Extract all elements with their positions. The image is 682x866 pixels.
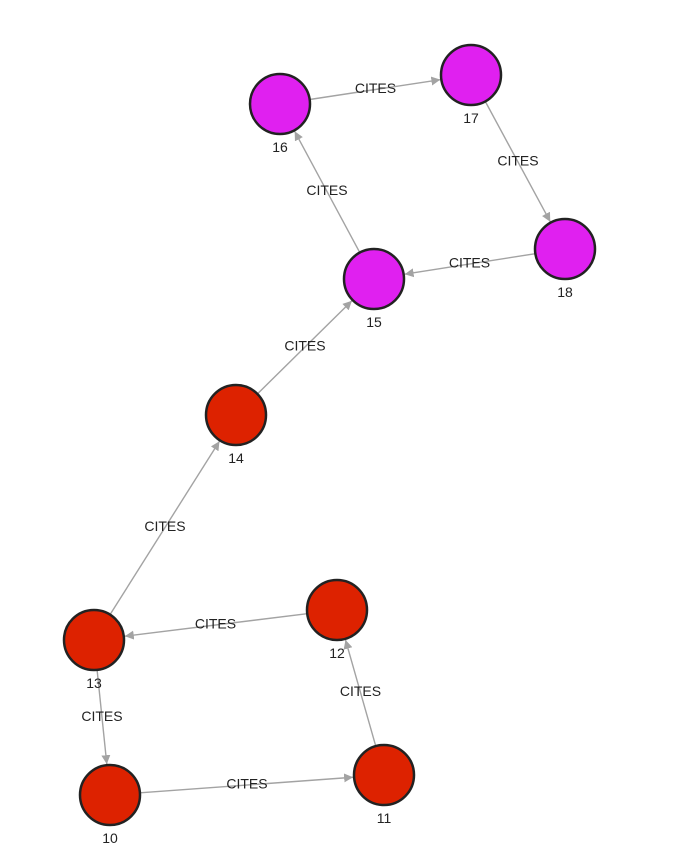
node-label-12: 12 (329, 645, 345, 661)
edge-label-13-10: CITES (81, 708, 122, 724)
node-label-17: 17 (463, 110, 479, 126)
edge-15-16 (294, 130, 361, 253)
node-16[interactable]: 16 (248, 72, 312, 155)
node-10[interactable]: 10 (78, 763, 142, 846)
edge-label-11-12: CITES (340, 683, 381, 699)
node-label-18: 18 (557, 284, 573, 300)
edges-layer: CITES CITES CITES CITES CITES CITES CITES CITES… (81, 76, 551, 794)
node-circle-10[interactable] (78, 763, 142, 827)
edge-17-18 (484, 101, 551, 223)
edge-13-14 (109, 440, 221, 616)
node-label-11: 11 (377, 810, 392, 826)
edge-14-15 (256, 300, 353, 395)
edge-label-15-16: CITES (306, 182, 347, 198)
edge-10-11 (139, 773, 354, 794)
edge-label-14-15: CITES (284, 338, 325, 354)
node-circle-17[interactable] (439, 43, 503, 107)
node-circle-16[interactable] (248, 72, 312, 136)
node-18[interactable]: 18 (533, 217, 597, 300)
node-17[interactable]: 17 (439, 43, 503, 126)
node-label-16: 16 (272, 139, 288, 155)
edge-11-12 (343, 639, 377, 747)
node-label-15: 15 (366, 314, 382, 330)
node-label-13: 13 (86, 675, 102, 691)
node-circle-14[interactable] (204, 383, 268, 447)
edge-label-17-18: CITES (497, 153, 538, 169)
node-13[interactable]: 13 (62, 608, 126, 691)
node-circle-13[interactable] (62, 608, 126, 672)
edge-16-17 (309, 76, 441, 101)
node-circle-15[interactable] (342, 247, 406, 311)
node-11[interactable]: 11 (352, 743, 416, 826)
node-14[interactable]: 14 (204, 383, 268, 466)
node-label-10: 10 (102, 830, 118, 846)
edge-18-15 (404, 252, 536, 278)
nodes-layer: 10 11 12 13 14 15 16 17 18 (62, 43, 597, 846)
edge-label-12-13: CITES (195, 616, 236, 632)
node-12[interactable]: 12 (305, 578, 369, 661)
edge-12-13 (124, 612, 308, 640)
edge-label-13-14: CITES (144, 518, 185, 534)
edge-label-10-11: CITES (226, 776, 267, 792)
node-circle-11[interactable] (352, 743, 416, 807)
node-circle-18[interactable] (533, 217, 597, 281)
edge-label-18-15: CITES (449, 255, 490, 271)
node-label-14: 14 (228, 450, 244, 466)
edge-13-10 (96, 669, 111, 765)
edge-label-16-17: CITES (355, 80, 396, 96)
node-circle-12[interactable] (305, 578, 369, 642)
node-15[interactable]: 15 (342, 247, 406, 330)
